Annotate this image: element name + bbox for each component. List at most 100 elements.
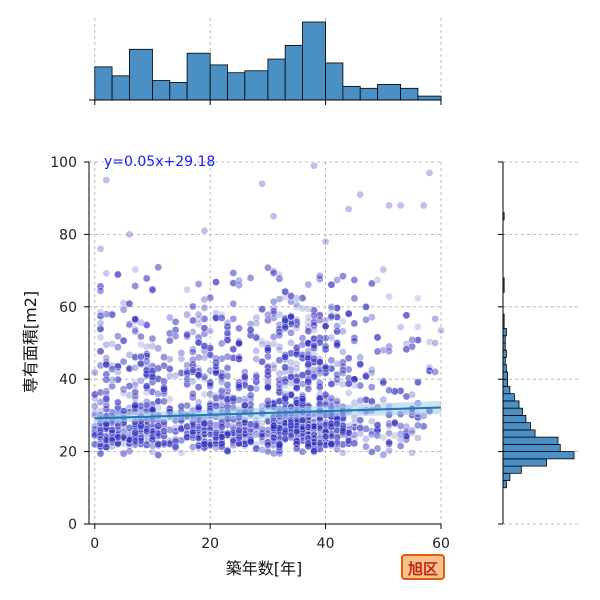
scatter-point [414, 378, 422, 387]
scatter-point [206, 424, 214, 432]
scatter-point [264, 263, 272, 272]
scatter-point [189, 428, 197, 437]
x-hist-bar [244, 70, 269, 101]
scatter-point [200, 295, 209, 304]
scatter-point [327, 333, 336, 342]
scatter-point [287, 421, 295, 430]
scatter-point [165, 365, 174, 373]
scatter-point [125, 365, 134, 373]
scatter-point [402, 345, 411, 354]
scatter-point [131, 428, 139, 437]
scatter-point [275, 356, 284, 365]
scatter-point [350, 375, 359, 384]
scatter-point [252, 422, 261, 430]
scatter-point [217, 432, 226, 441]
scatter-point [102, 269, 111, 278]
scatter-point [206, 378, 214, 387]
scatter-point [194, 371, 203, 380]
scatter-point [264, 397, 272, 405]
scatter-point [96, 308, 105, 317]
scatter-point [217, 386, 226, 395]
scatter-point [229, 345, 238, 354]
scatter-point [206, 431, 214, 439]
scatter-point [165, 336, 174, 345]
scatter-point [264, 310, 272, 319]
scatter-point [385, 292, 393, 301]
x-hist-bar [302, 21, 326, 101]
y-hist-bar [502, 429, 536, 438]
scatter-point [125, 299, 134, 308]
scatter-point [339, 272, 347, 281]
scatter-point [292, 444, 301, 453]
scatter-point [327, 356, 336, 365]
scatter-point [344, 309, 353, 318]
scatter-point [408, 448, 416, 457]
scatter-point [114, 368, 122, 376]
scatter-point [287, 358, 295, 367]
scatter-point [96, 319, 105, 328]
scatter-point [275, 397, 284, 406]
scatter-point [194, 310, 203, 319]
scatter-point [102, 436, 111, 445]
scatter-point [287, 433, 295, 442]
y-hist-bar [502, 472, 511, 481]
scatter-point [252, 313, 261, 322]
scatter-point [240, 373, 249, 381]
scatter-point [177, 349, 186, 357]
scatter-point [96, 407, 105, 415]
scatter-point [96, 435, 105, 443]
regression-line [94, 406, 442, 420]
scatter-point [154, 390, 162, 398]
scatter-point [194, 353, 203, 362]
scatter-point [327, 380, 336, 388]
x-hist-bar [325, 62, 344, 101]
scatter-point [367, 313, 376, 322]
scatter-point [217, 339, 226, 348]
scatter-point [119, 336, 128, 345]
scatter-point [108, 310, 116, 319]
scatter-point [333, 419, 341, 428]
x-tick-label: 0 [90, 536, 99, 552]
scatter-point [200, 324, 209, 333]
scatter-point [114, 343, 122, 351]
scatter-point [102, 401, 111, 410]
scatter-point [223, 352, 232, 361]
scatter-point [333, 276, 341, 284]
scatter-point [379, 395, 388, 404]
scatter-point [321, 432, 330, 441]
scatter-point [362, 315, 370, 324]
scatter-point [217, 422, 226, 431]
scatter-point [298, 397, 307, 405]
scatter-point [131, 353, 139, 361]
scatter-point [102, 395, 111, 403]
scatter-point [339, 348, 347, 356]
scatter-point [292, 359, 301, 368]
scatter-point [275, 274, 284, 283]
scatter-point [431, 368, 440, 376]
scatter-point [292, 427, 301, 436]
scatter-point [102, 176, 111, 184]
scatter-point [310, 366, 318, 374]
scatter-point [125, 230, 134, 239]
x-hist-bar [227, 72, 246, 101]
scatter-point [148, 432, 157, 441]
scatter-point [396, 435, 405, 444]
scatter-point [339, 449, 347, 457]
scatter-point [269, 309, 278, 318]
scatter-point [315, 338, 324, 347]
scatter-point [275, 270, 284, 279]
scatter-point [246, 438, 255, 446]
scatter-point [223, 364, 232, 373]
scatter-point [425, 338, 434, 346]
scatter-point [154, 263, 162, 272]
y-hist-bar [502, 465, 522, 474]
scatter-point [246, 274, 255, 282]
y-tick-label: 80 [59, 227, 77, 243]
scatter-point [333, 327, 341, 336]
scatter-point [269, 449, 278, 458]
scatter-point [137, 332, 145, 341]
scatter-point [131, 282, 139, 290]
scatter-point [212, 358, 220, 367]
scatter-point [183, 330, 191, 339]
